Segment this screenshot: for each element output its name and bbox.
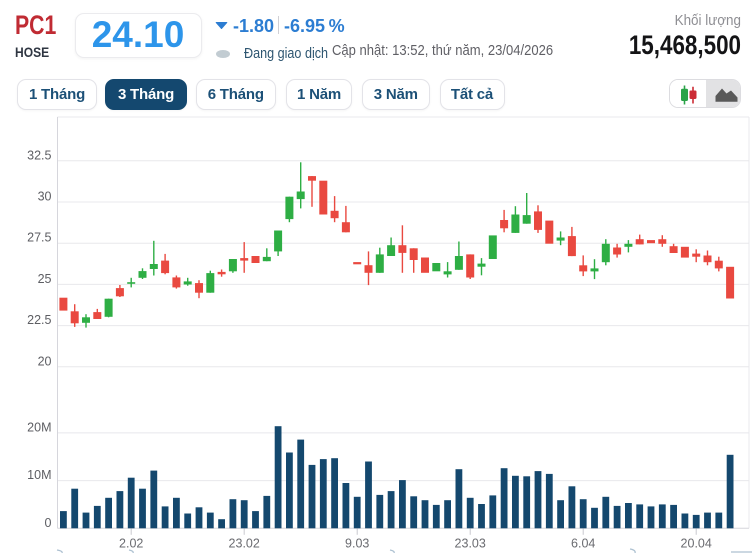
svg-text:23.03: 23.03 bbox=[455, 537, 486, 551]
svg-text:22.5: 22.5 bbox=[27, 313, 51, 327]
svg-text:10M: 10M bbox=[27, 468, 51, 482]
svg-text:6.04: 6.04 bbox=[571, 537, 595, 551]
svg-text:20.04: 20.04 bbox=[681, 537, 712, 551]
svg-text:25: 25 bbox=[38, 272, 52, 286]
svg-text:2.02: 2.02 bbox=[119, 537, 143, 551]
svg-text:0: 0 bbox=[45, 516, 52, 530]
svg-text:23.02: 23.02 bbox=[229, 537, 260, 551]
svg-text:32.5: 32.5 bbox=[27, 148, 51, 162]
svg-text:9.03: 9.03 bbox=[345, 537, 369, 551]
svg-text:20: 20 bbox=[38, 354, 52, 368]
svg-text:30: 30 bbox=[38, 190, 52, 204]
svg-text:27.5: 27.5 bbox=[27, 231, 51, 245]
svg-text:20M: 20M bbox=[27, 420, 51, 434]
